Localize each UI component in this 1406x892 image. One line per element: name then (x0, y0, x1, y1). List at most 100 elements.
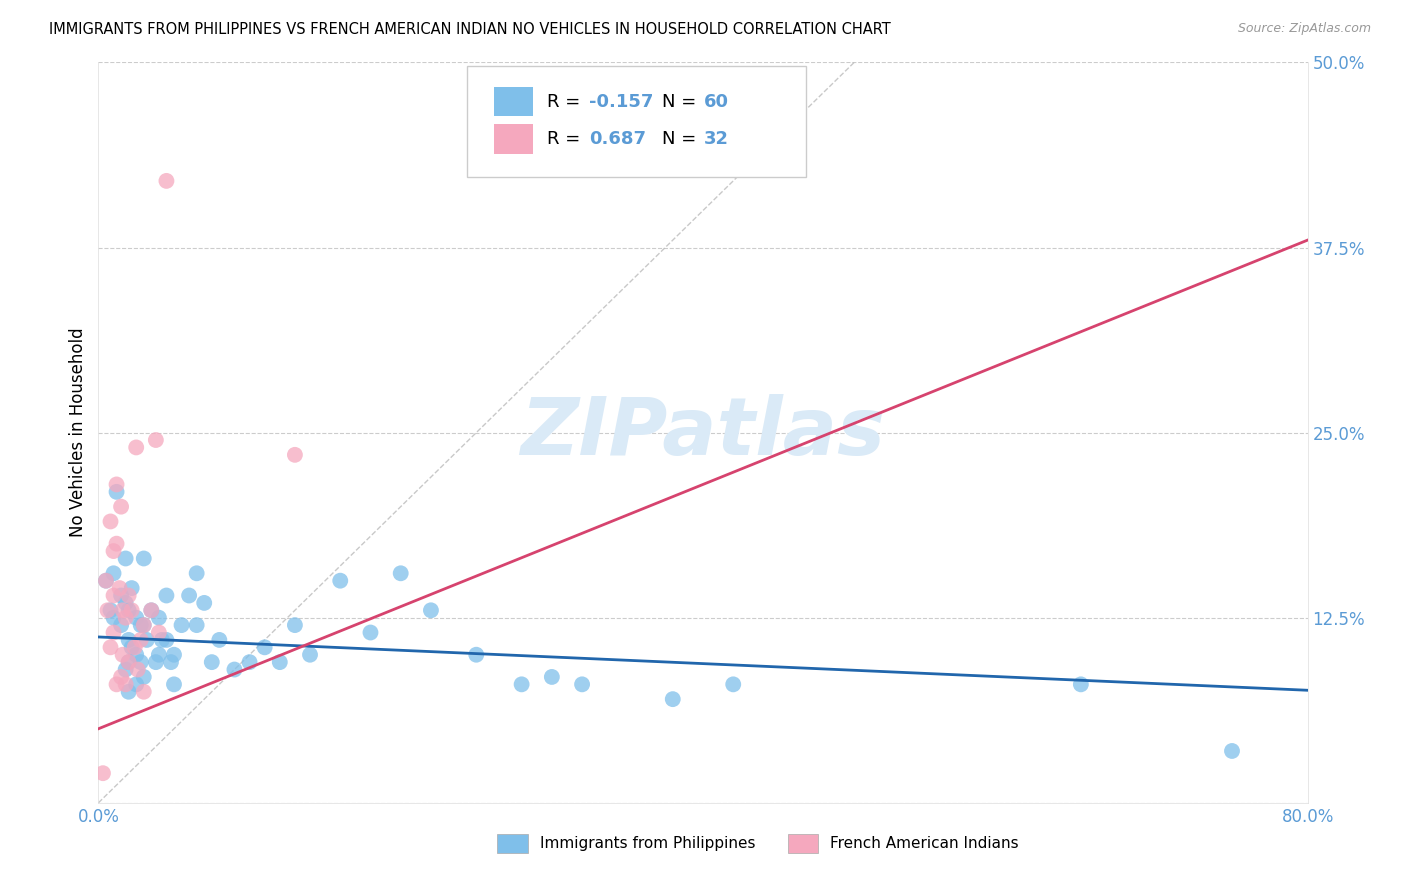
Text: 60: 60 (704, 93, 730, 111)
Point (110, 500, 132, 514)
Point (141, 603, 163, 617)
Point (141, 603, 163, 617)
Text: 0.687: 0.687 (589, 129, 647, 148)
Point (723, 677, 745, 691)
Text: -0.157: -0.157 (589, 93, 654, 111)
Point (108, 581, 131, 595)
Point (105, 484, 128, 499)
Point (389, 566, 412, 581)
Point (510, 677, 533, 691)
Point (299, 648, 322, 662)
Point (125, 441, 148, 455)
Point (186, 618, 208, 632)
Point (148, 648, 170, 662)
Point (100, 603, 122, 617)
Text: Immigrants from Philippines: Immigrants from Philippines (540, 836, 755, 851)
Point (125, 648, 148, 662)
Point (661, 692, 683, 706)
Point (103, 610, 125, 624)
FancyBboxPatch shape (787, 834, 818, 853)
Point (94, 574, 117, 588)
Point (105, 477, 128, 491)
Point (96, 603, 118, 617)
Point (160, 655, 183, 669)
Point (155, 632, 177, 647)
Point (1070, 677, 1092, 691)
Point (129, 618, 152, 632)
Point (420, 603, 443, 617)
Point (269, 655, 291, 669)
FancyBboxPatch shape (494, 124, 533, 153)
Point (201, 655, 224, 669)
Point (118, 632, 141, 647)
Point (239, 655, 262, 669)
Point (100, 515, 122, 529)
Point (124, 640, 146, 655)
Point (121, 640, 143, 655)
Point (253, 640, 276, 655)
Point (121, 581, 143, 595)
Point (103, 589, 125, 603)
Point (129, 655, 152, 669)
Point (132, 618, 155, 632)
Point (186, 566, 208, 581)
Point (105, 677, 128, 691)
Point (179, 589, 201, 603)
Point (114, 596, 136, 610)
Point (91, 766, 114, 780)
Point (110, 618, 132, 632)
Point (129, 632, 152, 647)
Point (148, 610, 170, 624)
Point (150, 632, 173, 647)
Text: 32: 32 (704, 129, 730, 148)
Point (127, 663, 149, 677)
Point (118, 603, 141, 617)
Y-axis label: No Vehicles in Household: No Vehicles in Household (69, 327, 87, 538)
Point (111, 648, 134, 662)
Point (132, 618, 155, 632)
Point (125, 677, 148, 691)
Point (125, 610, 148, 624)
Text: N =: N = (662, 129, 702, 148)
Point (163, 648, 186, 662)
Point (360, 625, 382, 640)
Point (100, 640, 122, 655)
Point (118, 685, 141, 699)
Point (103, 566, 125, 581)
Text: French American Indians: French American Indians (830, 836, 1018, 851)
Point (114, 551, 136, 566)
Point (284, 448, 307, 462)
Point (132, 551, 155, 566)
Point (329, 574, 352, 588)
FancyBboxPatch shape (467, 66, 806, 178)
Point (170, 618, 193, 632)
Point (118, 655, 141, 669)
Point (145, 655, 167, 669)
Point (135, 632, 157, 647)
Point (145, 433, 167, 447)
Text: Source: ZipAtlas.com: Source: ZipAtlas.com (1237, 22, 1371, 36)
Point (94, 574, 117, 588)
Text: ZIPatlas: ZIPatlas (520, 393, 886, 472)
Point (193, 596, 215, 610)
Point (114, 610, 136, 624)
Point (103, 544, 125, 558)
Point (118, 655, 141, 669)
Point (132, 685, 155, 699)
Point (118, 589, 141, 603)
Point (110, 670, 132, 684)
Point (155, 174, 177, 188)
Point (148, 625, 170, 640)
Point (132, 670, 155, 684)
Point (1220, 744, 1243, 758)
Point (163, 677, 186, 691)
Point (208, 632, 231, 647)
Text: IMMIGRANTS FROM PHILIPPINES VS FRENCH AMERICAN INDIAN NO VEHICLES IN HOUSEHOLD C: IMMIGRANTS FROM PHILIPPINES VS FRENCH AM… (49, 22, 891, 37)
Text: R =: R = (547, 129, 586, 148)
Point (114, 677, 136, 691)
FancyBboxPatch shape (498, 834, 527, 853)
Text: N =: N = (662, 93, 702, 111)
Point (465, 648, 488, 662)
Point (110, 589, 132, 603)
Point (540, 670, 562, 684)
